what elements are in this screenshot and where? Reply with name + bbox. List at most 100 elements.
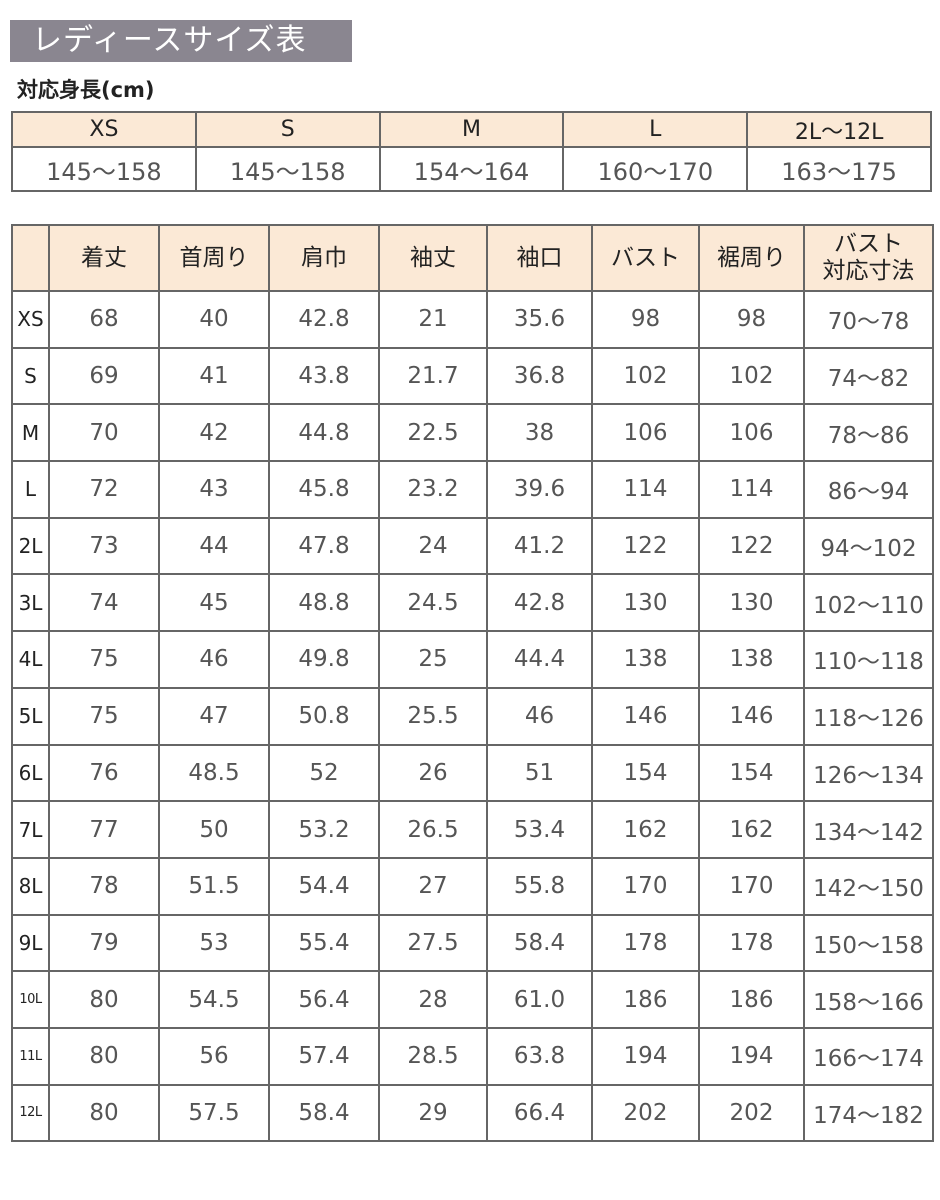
table-cell: 42.8 xyxy=(268,290,380,349)
table-cell: 174〜182 xyxy=(803,1083,934,1143)
table-cell: 24.5 xyxy=(378,573,488,633)
height-range-cell: 160〜170 xyxy=(562,146,749,192)
height-range-cell: 154〜164 xyxy=(378,146,565,192)
row-size-label: L xyxy=(11,460,50,519)
table-cell: 49.8 xyxy=(268,630,380,689)
height-size-header: L xyxy=(562,111,749,148)
row-size-label: 10L xyxy=(11,970,50,1029)
table-cell: 130 xyxy=(591,573,700,633)
size-table: 着丈 首周り 肩巾 袖丈 袖口 バスト 裾周り バスト 対応寸法 XS 68 40 42.8 21 35… xyxy=(11,224,934,1143)
table-cell: 48.5 xyxy=(158,743,270,803)
table-cell: 194 xyxy=(591,1026,700,1086)
table-cell: 102〜110 xyxy=(803,573,934,633)
table-row: 7L 77 50 53.2 26.5 53.4 162 162 134〜142 xyxy=(11,800,934,859)
table-cell: 22.5 xyxy=(378,403,488,463)
height-size-header: 2L〜12L xyxy=(746,111,932,148)
table-cell: 28.5 xyxy=(378,1026,488,1086)
table-cell: 54.4 xyxy=(268,856,380,916)
table-cell: 44 xyxy=(158,516,270,576)
table-cell: 39.6 xyxy=(486,460,593,519)
column-header: 裾周り xyxy=(698,224,805,292)
table-cell: 170 xyxy=(698,856,805,916)
table-cell: 43.8 xyxy=(268,346,380,406)
table-row: S 69 41 43.8 21.7 36.8 102 102 74〜82 xyxy=(11,346,934,406)
table-cell: 146 xyxy=(591,686,700,746)
table-cell: 51 xyxy=(486,743,593,803)
table-cell: 126〜134 xyxy=(803,743,934,803)
table-cell: 47 xyxy=(158,686,270,746)
table-cell: 102 xyxy=(591,346,700,406)
table-row: L 72 43 45.8 23.2 39.6 114 114 86〜94 xyxy=(11,460,934,519)
table-cell: 21.7 xyxy=(378,346,488,406)
table-cell: 194 xyxy=(698,1026,805,1086)
table-cell: 44.4 xyxy=(486,630,593,689)
table-row: XS 68 40 42.8 21 35.6 98 98 70〜78 xyxy=(11,290,934,349)
table-row: 12L 80 57.5 58.4 29 66.4 202 202 174〜182 xyxy=(11,1083,934,1143)
table-cell: 170 xyxy=(591,856,700,916)
table-cell: 122 xyxy=(698,516,805,576)
table-cell: 73 xyxy=(48,516,160,576)
table-cell: 26 xyxy=(378,743,488,803)
table-cell: 110〜118 xyxy=(803,630,934,689)
table-row: 5L 75 47 50.8 25.5 46 146 146 118〜126 xyxy=(11,686,934,746)
page-title: レディースサイズ表 xyxy=(10,20,352,62)
table-cell: 46 xyxy=(158,630,270,689)
row-size-label: 5L xyxy=(11,686,50,746)
table-cell: 47.8 xyxy=(268,516,380,576)
table-cell: 142〜150 xyxy=(803,856,934,916)
column-header: バスト xyxy=(591,224,700,292)
column-header: 首周り xyxy=(158,224,270,292)
table-cell: 42 xyxy=(158,403,270,463)
table-cell: 80 xyxy=(48,1083,160,1143)
table-cell: 63.8 xyxy=(486,1026,593,1086)
table-row: 6L 76 48.5 52 26 51 154 154 126〜134 xyxy=(11,743,934,803)
row-size-label: 8L xyxy=(11,856,50,916)
table-cell: 98 xyxy=(698,290,805,349)
table-row: M 70 42 44.8 22.5 38 106 106 78〜86 xyxy=(11,403,934,463)
row-size-label: 2L xyxy=(11,516,50,576)
table-cell: 114 xyxy=(698,460,805,519)
table-cell: 74〜82 xyxy=(803,346,934,406)
table-cell: 178 xyxy=(591,913,700,973)
table-cell: 40 xyxy=(158,290,270,349)
table-cell: 72 xyxy=(48,460,160,519)
table-cell: 166〜174 xyxy=(803,1026,934,1086)
table-cell: 35.6 xyxy=(486,290,593,349)
table-cell: 178 xyxy=(698,913,805,973)
table-cell: 66.4 xyxy=(486,1083,593,1143)
table-cell: 75 xyxy=(48,630,160,689)
table-cell: 38 xyxy=(486,403,593,463)
table-cell: 130 xyxy=(698,573,805,633)
height-range-cell: 163〜175 xyxy=(746,146,932,192)
table-cell: 27 xyxy=(378,856,488,916)
table-cell: 86〜94 xyxy=(803,460,934,519)
table-cell: 58.4 xyxy=(486,913,593,973)
table-cell: 27.5 xyxy=(378,913,488,973)
column-header xyxy=(11,224,50,292)
table-cell: 98 xyxy=(591,290,700,349)
table-cell: 79 xyxy=(48,913,160,973)
table-cell: 106 xyxy=(591,403,700,463)
row-size-label: 4L xyxy=(11,630,50,689)
row-size-label: XS xyxy=(11,290,50,349)
table-cell: 80 xyxy=(48,1026,160,1086)
table-cell: 70〜78 xyxy=(803,290,934,349)
table-cell: 36.8 xyxy=(486,346,593,406)
height-size-header: M xyxy=(378,111,565,148)
table-cell: 54.5 xyxy=(158,970,270,1029)
table-cell: 68 xyxy=(48,290,160,349)
height-size-header: S xyxy=(194,111,381,148)
column-header: 袖口 xyxy=(486,224,593,292)
table-cell: 51.5 xyxy=(158,856,270,916)
table-cell: 41.2 xyxy=(486,516,593,576)
table-cell: 114 xyxy=(591,460,700,519)
table-cell: 25 xyxy=(378,630,488,689)
table-cell: 24 xyxy=(378,516,488,576)
height-table: XS S M L 2L〜12L 145〜158 145〜158 154〜164 160〜170… xyxy=(11,111,932,192)
row-size-label: 9L xyxy=(11,913,50,973)
table-cell: 53 xyxy=(158,913,270,973)
row-size-label: 7L xyxy=(11,800,50,859)
table-cell: 76 xyxy=(48,743,160,803)
table-cell: 53.2 xyxy=(268,800,380,859)
table-cell: 61.0 xyxy=(486,970,593,1029)
